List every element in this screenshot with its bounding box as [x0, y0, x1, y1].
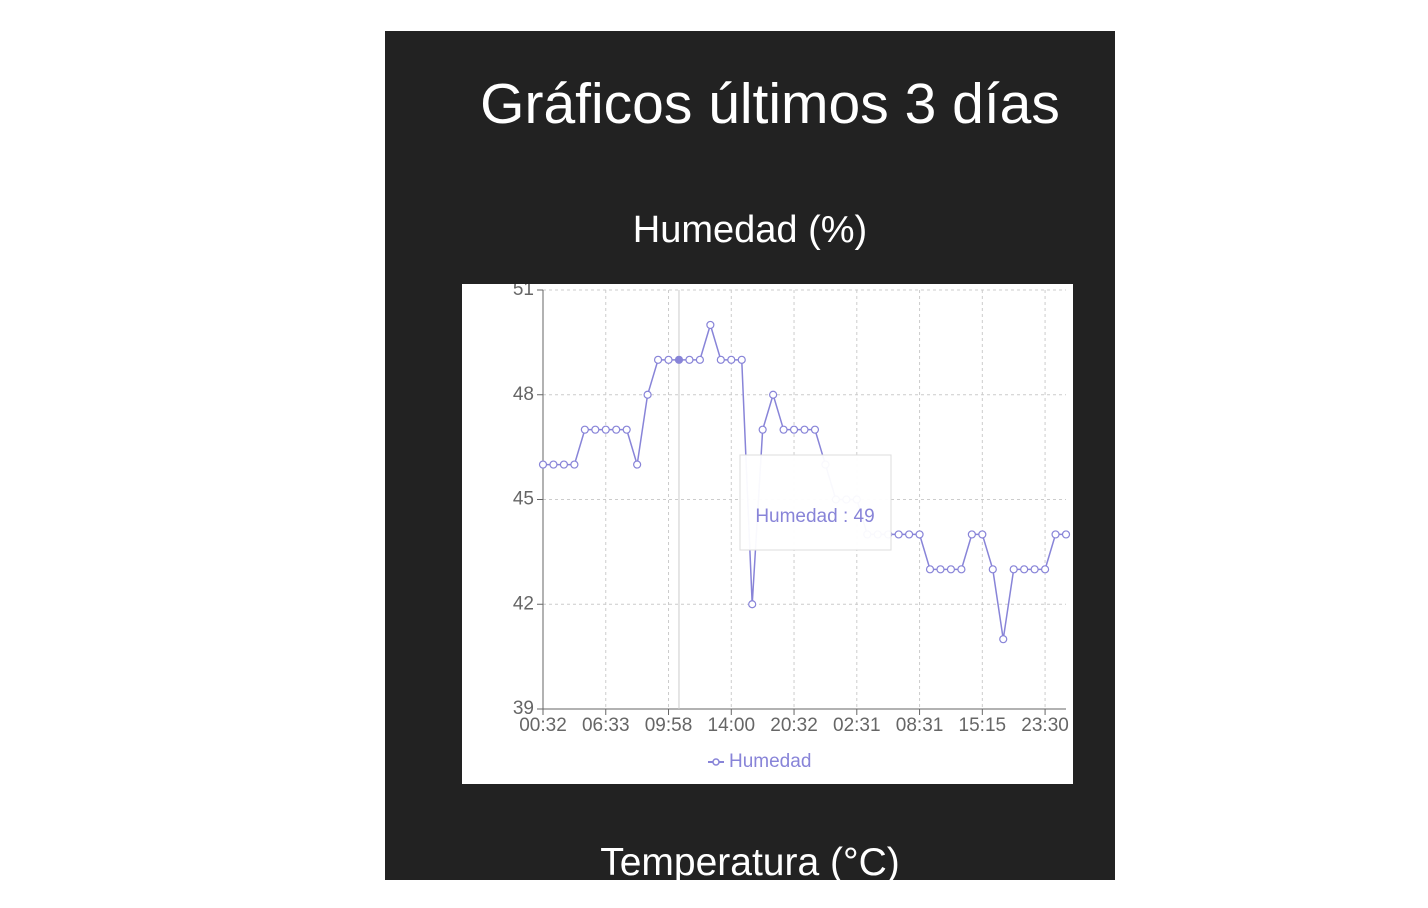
point	[1051, 530, 1060, 539]
page-title: Gráficos últimos 3 días	[480, 72, 1060, 136]
point	[570, 460, 579, 469]
point	[999, 635, 1008, 644]
x-tick-label: 20:32	[770, 715, 818, 736]
point	[695, 355, 704, 364]
point	[978, 530, 987, 539]
point	[789, 425, 799, 434]
x-tick-label: 02:31	[833, 715, 881, 736]
point	[758, 425, 767, 434]
x-tick-label: 14:00	[708, 715, 756, 736]
x-tick-label: 00:32	[519, 715, 567, 736]
x-tick-label: 15:15	[959, 715, 1007, 736]
point	[601, 425, 610, 434]
point	[612, 425, 621, 434]
point	[936, 565, 945, 574]
legend-icon	[712, 758, 720, 766]
point	[894, 530, 903, 539]
point	[1020, 565, 1029, 574]
point	[988, 565, 997, 574]
point	[1040, 565, 1050, 574]
point	[779, 425, 788, 434]
point	[653, 355, 663, 364]
chart-container: 39 42 45 48 51 00:32 06:33 09:58 14:00 20:32 02:31…	[462, 279, 1073, 784]
point	[664, 355, 673, 364]
point	[946, 565, 956, 574]
point	[559, 460, 569, 469]
point	[810, 425, 820, 434]
point	[580, 425, 589, 434]
point	[685, 355, 694, 364]
point	[706, 320, 715, 330]
point	[716, 355, 725, 364]
x-tick-label: 23:30	[1021, 715, 1069, 736]
y-tick-label: 45	[513, 489, 534, 510]
point	[549, 460, 558, 469]
x-tick-label: 08:31	[896, 715, 944, 736]
y-tick-label: 51	[513, 284, 534, 300]
point	[1009, 565, 1018, 574]
y-tick-label: 39	[513, 698, 534, 719]
point	[1030, 565, 1039, 574]
panel: Gráficos últimos 3 días Humedad (%) 39 42…	[385, 31, 1115, 884]
section-title: Humedad (%)	[632, 209, 868, 251]
y-tick-label: 42	[513, 593, 534, 614]
chart: 39 42 45 48 51 00:32 06:33 09:58 14:00 20:32 02:31…	[513, 279, 1071, 772]
point	[591, 425, 600, 434]
point	[967, 530, 976, 539]
point	[957, 565, 966, 574]
point	[1061, 530, 1071, 539]
point	[674, 355, 684, 364]
legend-label: Humedad	[729, 751, 811, 772]
tooltip-text: Humedad : 49	[755, 506, 874, 527]
point	[727, 355, 736, 364]
y-tick-label: 48	[513, 384, 534, 405]
point	[633, 460, 642, 469]
section-title: Temperatura (°C)	[600, 841, 900, 884]
x-tick-label: 06:33	[582, 715, 630, 736]
point	[643, 390, 652, 399]
point	[905, 530, 914, 539]
point	[538, 460, 548, 469]
point	[769, 390, 778, 399]
point	[748, 600, 757, 609]
point	[925, 565, 935, 574]
point	[915, 530, 924, 539]
point	[737, 355, 746, 364]
tooltip-box	[739, 454, 892, 551]
point	[622, 425, 631, 434]
x-tick-label: 09:58	[645, 715, 693, 736]
point	[800, 425, 809, 434]
